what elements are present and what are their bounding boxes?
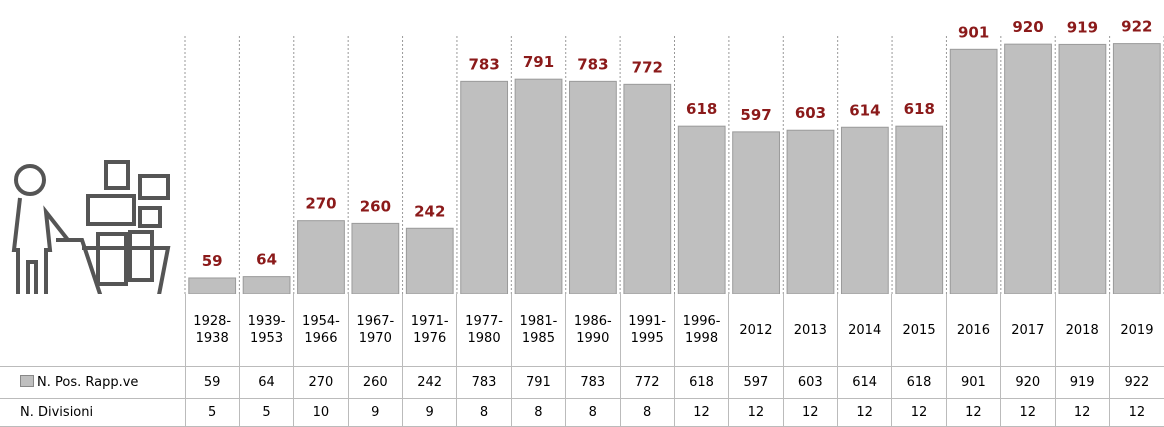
table-value: 783 <box>565 366 620 399</box>
value-label: 772 <box>632 58 663 76</box>
table-value: 8 <box>456 398 512 427</box>
value-label: 901 <box>958 23 989 41</box>
table-value: 64 <box>238 366 294 399</box>
table-value: 9 <box>347 398 403 427</box>
icon-cell <box>0 294 185 367</box>
bar <box>786 129 835 294</box>
x-tick-label: 2014 <box>836 294 892 367</box>
legend-label: N. Pos. Rapp.ve <box>37 375 139 390</box>
table-value: 8 <box>565 398 620 427</box>
table-value: 8 <box>619 398 675 427</box>
value-label: 64 <box>256 251 277 269</box>
x-tick-label: 2017 <box>1000 294 1055 367</box>
table-value: 919 <box>1054 366 1110 399</box>
bar <box>623 83 672 294</box>
x-tick-label: 1981-1985 <box>510 294 566 367</box>
table-value: 12 <box>945 398 1001 427</box>
value-label: 260 <box>360 197 391 215</box>
table-value: 12 <box>728 398 784 427</box>
bar <box>297 220 345 294</box>
value-label: 242 <box>414 202 445 220</box>
x-tick-label: 1928-1938 <box>184 294 240 367</box>
table-value: 920 <box>1000 366 1055 399</box>
value-label: 618 <box>686 100 717 118</box>
table-value: 5 <box>238 398 294 427</box>
value-label: 614 <box>849 101 880 119</box>
x-tick-label: 2019 <box>1108 294 1164 367</box>
x-tick-label: 1977-1980 <box>456 294 512 367</box>
value-label: 922 <box>1121 18 1152 36</box>
bar <box>1058 43 1107 294</box>
bar <box>1112 43 1161 294</box>
table-value: 618 <box>673 366 729 399</box>
table-value: 260 <box>347 366 403 399</box>
value-label: 791 <box>523 53 554 71</box>
table-value: 603 <box>782 366 838 399</box>
x-tick-label: 2012 <box>728 294 784 367</box>
table-value: 901 <box>945 366 1001 399</box>
x-tick-label: 1939-1953 <box>238 294 294 367</box>
table-value: 270 <box>293 366 349 399</box>
value-label: 783 <box>577 55 608 73</box>
bar <box>460 80 509 294</box>
data-table: 1928-1938 1939-1953 1954-1966 1967-1970 1971… <box>0 294 1164 427</box>
table-value: 8 <box>510 398 566 427</box>
value-label: 597 <box>740 106 771 124</box>
table-value: 12 <box>891 398 947 427</box>
bar <box>188 277 237 294</box>
x-tick-label: 1991-1995 <box>619 294 675 367</box>
bar <box>732 131 780 294</box>
table-value: 772 <box>619 366 675 399</box>
value-label: 270 <box>305 195 336 213</box>
row-label: N. Divisioni <box>0 398 185 427</box>
value-label: 783 <box>468 55 499 73</box>
x-tick-label: 1967-1970 <box>347 294 403 367</box>
chart: 59 64 270 260 242 783 791 783 772 618 597 603 614 618… <box>11 18 1164 294</box>
table-value: 12 <box>673 398 729 427</box>
value-label: 920 <box>1012 18 1043 36</box>
x-tick-label: 2015 <box>891 294 947 367</box>
bar <box>242 276 291 294</box>
table-value: 12 <box>1000 398 1055 427</box>
bar <box>677 125 726 294</box>
x-tick-label: 2018 <box>1054 294 1110 367</box>
table-value: 12 <box>1054 398 1110 427</box>
bar <box>895 125 944 294</box>
table-value: 614 <box>836 366 892 399</box>
table-value: 59 <box>184 366 240 399</box>
table-value: 242 <box>401 366 457 399</box>
value-label: 618 <box>904 100 935 118</box>
table-value: 10 <box>293 398 349 427</box>
bar <box>569 80 617 294</box>
table-value: 12 <box>1108 398 1164 427</box>
table-value: 783 <box>456 366 512 399</box>
x-tick-label: 1986-1990 <box>565 294 620 367</box>
table-value: 597 <box>728 366 784 399</box>
bar <box>840 126 889 294</box>
x-tick-label: 1971-1976 <box>401 294 457 367</box>
bar <box>1004 43 1052 294</box>
x-tick-label: 2013 <box>782 294 838 367</box>
table-value: 12 <box>836 398 892 427</box>
x-tick-label: 2016 <box>945 294 1001 367</box>
x-tick-label: 1996-1998 <box>673 294 729 367</box>
bar <box>351 222 400 294</box>
table-value: 618 <box>891 366 947 399</box>
table-value: 12 <box>782 398 838 427</box>
table-value: 791 <box>510 366 566 399</box>
value-label: 59 <box>202 252 223 270</box>
table-value: 922 <box>1108 366 1164 399</box>
value-label: 919 <box>1067 18 1098 36</box>
value-label: 603 <box>795 104 826 122</box>
table-value: 5 <box>184 398 240 427</box>
table-value: 9 <box>401 398 457 427</box>
x-tick-label: 1954-1966 <box>293 294 349 367</box>
legend-swatch <box>20 375 34 387</box>
bar <box>405 227 454 294</box>
bar <box>514 78 563 294</box>
legend-cell: N. Pos. Rapp.ve <box>0 366 185 399</box>
bar <box>949 48 998 294</box>
shopping-icon <box>11 160 171 294</box>
